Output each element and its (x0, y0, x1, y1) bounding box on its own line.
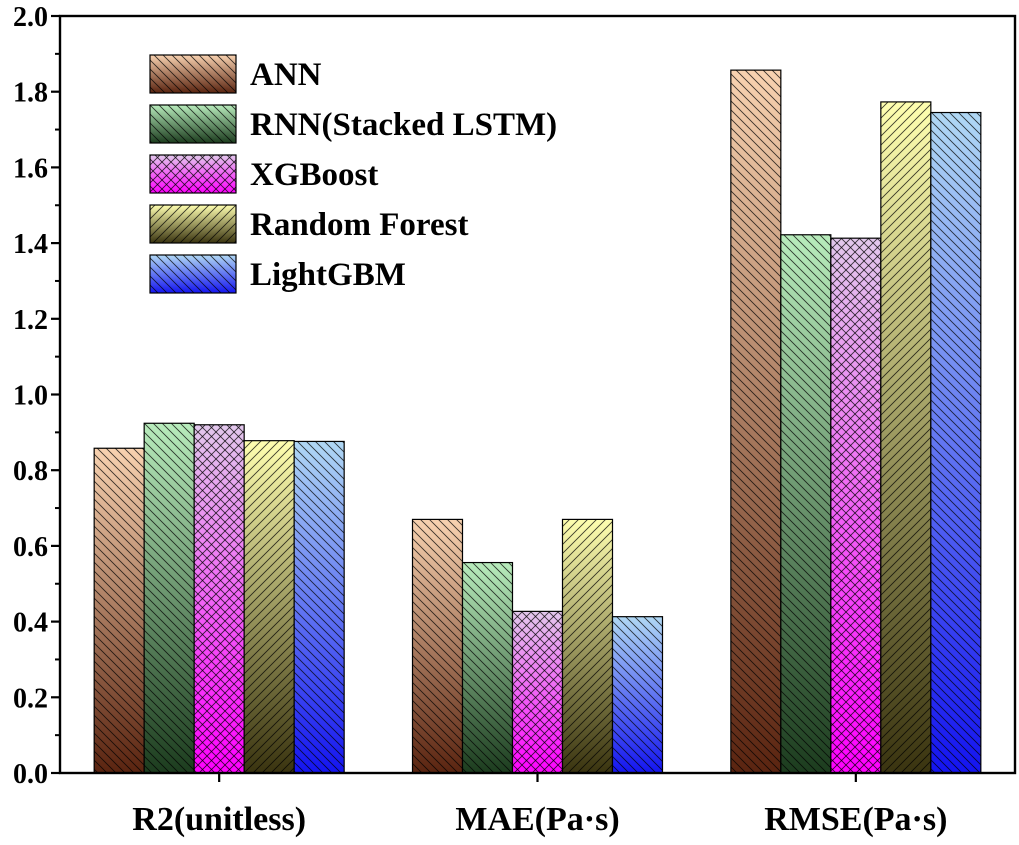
bar-outline (411, 518, 464, 774)
bar-outline (243, 440, 295, 774)
bar (93, 447, 145, 774)
x-tick-label: MAE(Pa·s) (455, 801, 619, 838)
legend-item: ANN (149, 54, 322, 94)
bar (411, 518, 464, 774)
bar-outline (461, 561, 514, 774)
bar-outline (830, 237, 882, 774)
legend-item: Random Forest (149, 204, 468, 244)
legend-label: Random Forest (250, 207, 468, 243)
legend-item: LightGBM (149, 254, 406, 294)
bar (293, 440, 345, 774)
y-tick-label: 1.0 (13, 381, 48, 412)
y-tick-label: 0.6 (13, 532, 48, 563)
y-tick-label: 2.0 (13, 2, 48, 33)
y-tick-label: 0.0 (13, 759, 48, 790)
legend-swatch-outline (149, 154, 237, 194)
bar (561, 518, 614, 774)
legend-label: LightGBM (250, 257, 406, 293)
bar-outline (193, 424, 245, 774)
y-tick-label: 1.6 (13, 153, 48, 184)
legend-item: XGBoost (149, 154, 378, 194)
legend-label: RNN(Stacked LSTM) (250, 107, 557, 143)
legend-label: XGBoost (250, 157, 378, 193)
x-tick-label: R2(unitless) (132, 801, 306, 838)
legend-swatch-outline (149, 204, 237, 244)
bar (780, 234, 832, 774)
bar-outline (611, 616, 664, 774)
legend-swatch-outline (149, 54, 237, 94)
legend-swatch-outline (149, 104, 237, 144)
y-tick-label: 0.8 (13, 456, 48, 487)
bar (611, 616, 664, 774)
y-tick-label: 1.4 (13, 229, 48, 260)
bar-outline (561, 518, 614, 774)
legend-item: RNN(Stacked LSTM) (149, 104, 557, 144)
bar-outline (143, 422, 195, 774)
bar (730, 69, 782, 774)
x-tick-label: RMSE(Pa·s) (764, 801, 947, 838)
bar (880, 101, 932, 774)
bar (461, 561, 514, 774)
axes-layer: R2(unitless) MAE(Pa·s) RMSE(Pa·s) 0.0 0.2 0.4… (13, 2, 1017, 838)
bar (830, 237, 882, 774)
legend-label: ANN (250, 57, 322, 93)
legend: ANN RNN(Stacked LSTM) XGBoost Random Forest… (149, 54, 557, 294)
bar (193, 424, 245, 774)
legend-swatch-outline (149, 254, 237, 294)
bar (511, 610, 564, 774)
bar-outline (880, 101, 932, 774)
bar-outline (730, 69, 782, 774)
bar-outline (511, 610, 564, 774)
bar-outline (930, 111, 982, 774)
bar (930, 111, 982, 774)
y-tick-label: 1.8 (13, 78, 48, 109)
bar-outline (780, 234, 832, 774)
bars-layer (93, 69, 982, 774)
bar-outline (293, 440, 345, 774)
bar (243, 440, 295, 774)
y-tick-label: 0.2 (13, 683, 48, 714)
y-tick-label: 1.2 (13, 305, 48, 336)
y-tick-label: 0.4 (13, 608, 48, 639)
bar-outline (93, 447, 145, 774)
bar (143, 422, 195, 774)
